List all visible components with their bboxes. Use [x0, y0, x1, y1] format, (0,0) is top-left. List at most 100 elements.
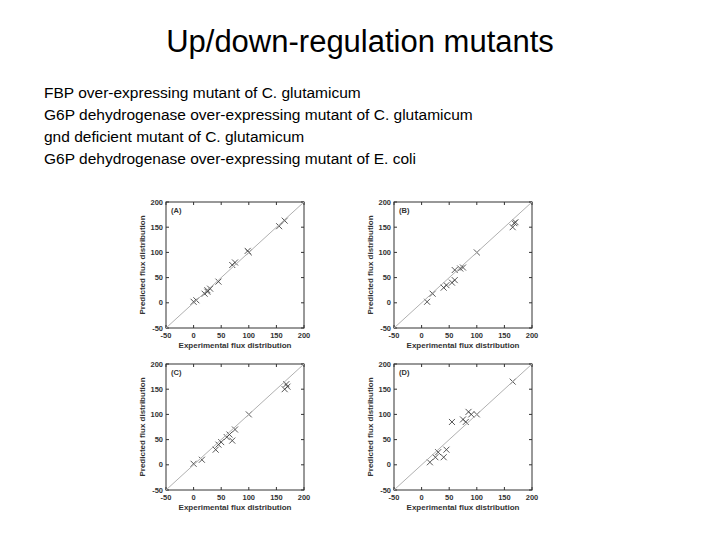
x-tick — [248, 364, 249, 367]
x-tick-label: 150 — [270, 493, 283, 502]
x-tick-label: 100 — [243, 493, 256, 502]
data-point — [191, 461, 197, 467]
plot-frame — [166, 202, 304, 328]
y-tick — [394, 302, 397, 303]
x-tick — [193, 364, 194, 367]
x-tick-label: 150 — [498, 331, 511, 340]
reference-line — [166, 202, 304, 328]
x-tick — [504, 364, 505, 367]
y-tick — [166, 302, 169, 303]
y-tick — [301, 464, 304, 465]
x-tick — [476, 202, 477, 205]
x-tick — [276, 487, 277, 490]
y-tick — [301, 328, 304, 329]
x-tick — [504, 487, 505, 490]
x-tick-label: 0 — [420, 493, 424, 502]
y-tick — [166, 464, 169, 465]
y-axis-label: Predicted flux distribution — [366, 377, 375, 476]
x-tick — [504, 202, 505, 205]
x-tick-label: 100 — [243, 331, 256, 340]
y-tick-label: 200 — [378, 198, 391, 207]
x-tick — [421, 487, 422, 490]
y-axis-label: Predicted flux distribution — [138, 215, 147, 314]
y-tick — [166, 202, 169, 203]
x-tick-label: 0 — [420, 331, 424, 340]
data-point — [449, 419, 455, 425]
y-tick — [301, 252, 304, 253]
x-tick — [248, 487, 249, 490]
text-line: G6P dehydrogenase over-expressing mutant… — [44, 106, 473, 123]
y-tick — [301, 302, 304, 303]
y-tick — [166, 227, 169, 228]
y-tick — [529, 464, 532, 465]
data-point — [284, 384, 290, 390]
x-tick-label: 0 — [192, 331, 196, 340]
y-tick — [394, 464, 397, 465]
data-point — [441, 454, 447, 460]
y-tick-label: 150 — [378, 223, 391, 232]
y-tick — [529, 277, 532, 278]
x-tick-label: 50 — [217, 493, 225, 502]
x-tick — [221, 364, 222, 367]
plot-frame — [166, 364, 304, 490]
plot-frame — [394, 364, 532, 490]
panel-label: (D) — [399, 368, 410, 377]
data-point — [452, 277, 458, 283]
y-tick — [394, 389, 397, 390]
y-tick — [394, 227, 397, 228]
y-tick — [529, 439, 532, 440]
y-tick — [529, 414, 532, 415]
data-point — [443, 282, 449, 288]
y-tick-label: 100 — [378, 410, 391, 419]
x-tick — [449, 487, 450, 490]
x-tick-label: 150 — [270, 331, 283, 340]
x-tick — [248, 325, 249, 328]
y-tick — [394, 439, 397, 440]
y-tick — [394, 414, 397, 415]
x-tick — [276, 325, 277, 328]
y-tick — [529, 252, 532, 253]
y-tick-label: 200 — [150, 198, 163, 207]
text-line: G6P dehydrogenase over-expressing mutant… — [44, 150, 416, 167]
y-tick — [166, 252, 169, 253]
panel-label: (C) — [171, 368, 182, 377]
x-tick — [421, 202, 422, 205]
data-point — [427, 459, 433, 465]
y-tick — [394, 364, 397, 365]
x-axis-label: Experimental flux distribution — [179, 503, 292, 512]
x-tick — [476, 325, 477, 328]
text-line: gnd deficient mutant of C. glutamicum — [44, 128, 304, 145]
x-tick-label: 0 — [192, 493, 196, 502]
y-tick-label: 150 — [378, 385, 391, 394]
y-tick — [394, 202, 397, 203]
data-point — [468, 411, 474, 417]
x-tick — [193, 325, 194, 328]
plot-data — [394, 202, 532, 328]
y-tick-label: 200 — [150, 360, 163, 369]
y-tick-label: 50 — [383, 273, 391, 282]
x-tick — [421, 364, 422, 367]
x-tick — [449, 364, 450, 367]
y-tick-label: 150 — [150, 223, 163, 232]
x-axis-label: Experimental flux distribution — [407, 341, 520, 350]
y-tick — [301, 439, 304, 440]
y-tick — [301, 389, 304, 390]
x-tick — [504, 325, 505, 328]
x-tick-label: 100 — [471, 331, 484, 340]
y-tick — [529, 227, 532, 228]
data-point — [512, 219, 518, 225]
slide-title: Up/down-regulation mutants — [166, 24, 554, 59]
y-tick — [529, 490, 532, 491]
y-tick-label: 50 — [383, 435, 391, 444]
x-tick-label: 200 — [526, 331, 539, 340]
y-axis-label: Predicted flux distribution — [366, 215, 375, 314]
y-tick-label: 50 — [155, 435, 163, 444]
y-tick — [301, 227, 304, 228]
x-axis-label: Experimental flux distribution — [179, 341, 292, 350]
panel-label: (A) — [171, 206, 182, 215]
y-tick — [166, 439, 169, 440]
chart-panel: -50050100150200-50050100150200Experiment… — [138, 360, 310, 513]
y-tick — [301, 414, 304, 415]
x-axis-label: Experimental flux distribution — [407, 503, 520, 512]
y-tick — [166, 277, 169, 278]
